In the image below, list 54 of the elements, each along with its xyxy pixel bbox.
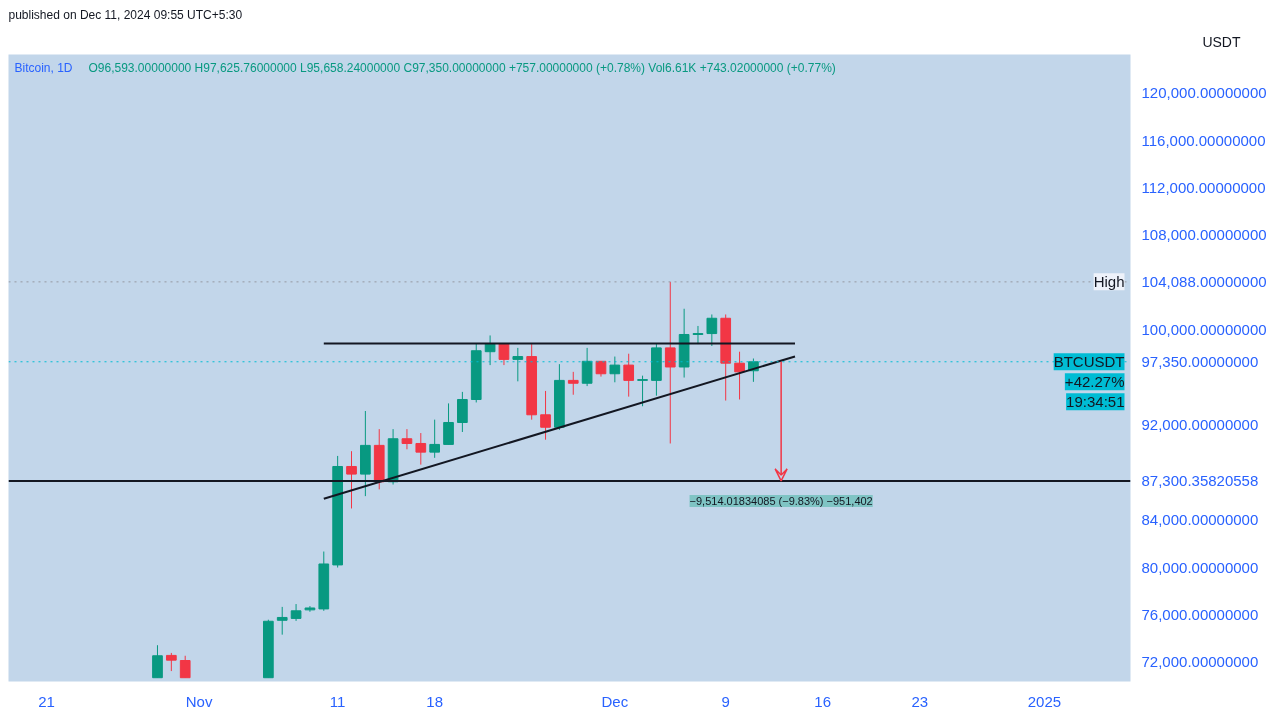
x-tick-label: 16 (814, 692, 832, 710)
y-tick-label: 92,000.00000000 (1141, 416, 1259, 434)
x-tick-label: 21 (38, 692, 55, 710)
y-tick-label: 100,000.00000000 (1141, 321, 1267, 339)
y-tick-label: 80,000.00000000 (1141, 558, 1259, 576)
candlestick (429, 419, 441, 459)
candlestick (623, 353, 635, 398)
annotation: −9,514.01834085 (−9.83%) −951,402 (689, 494, 873, 507)
candlestick (179, 655, 191, 679)
x-tick-label: 2025 (1027, 692, 1062, 710)
x-tick-label: 23 (911, 692, 929, 710)
candlestick (443, 402, 454, 445)
ref-line-label: High (1093, 273, 1125, 291)
x-tick-label: 9 (721, 692, 730, 710)
y-tick-label: 87,300.35820558 (1141, 471, 1259, 489)
candlestick (290, 603, 302, 622)
y-tick-label: 104,088.00000000 (1141, 272, 1267, 290)
candlestick (498, 343, 510, 366)
y-tick-label: 116,000.00000000 (1141, 131, 1266, 149)
x-tick-label: Nov (185, 692, 213, 710)
y-tick-label: 97,350.00000000 (1141, 352, 1259, 370)
annotation: +42.27% (1064, 373, 1125, 391)
y-tick-label: 108,000.00000000 (1141, 226, 1267, 244)
x-tick-label: 18 (426, 692, 444, 710)
candlestick (152, 644, 163, 679)
y-tick-label: 72,000.00000000 (1141, 653, 1259, 671)
candlestick (457, 391, 468, 433)
y-tick-label: 120,000.00000000 (1141, 84, 1267, 102)
candlestick (609, 356, 621, 383)
candlestick (415, 432, 427, 466)
candlestick (540, 390, 551, 441)
y-tick-label: 84,000.00000000 (1141, 511, 1259, 529)
candlestick (567, 371, 579, 396)
ref-line-label: BTCUSDT (1053, 353, 1125, 371)
candlestick (401, 428, 413, 450)
candlestick (346, 450, 357, 509)
candlestick (706, 313, 718, 347)
text: Bitcoin, 1D (14, 60, 73, 75)
candlestick (734, 351, 745, 400)
text: O96,593.00000000 H97,625.76000000 L95,658.24000000 C97,350.00000000 +757.00000000 (+0.78%) Vol6.61K +743.02000000 (+0.77%) (88, 60, 836, 75)
candlestick (637, 375, 648, 407)
candlestick (484, 334, 496, 366)
candlestick (664, 281, 676, 444)
annotation: 19:34:51 (1066, 393, 1125, 411)
y-axis-title: USDT (1202, 33, 1241, 50)
candlestick (276, 606, 288, 636)
candlestick (165, 652, 177, 672)
x-tick-label: 11 (329, 692, 346, 710)
y-tick-label: 76,000.00000000 (1141, 605, 1259, 623)
candlestick (581, 347, 593, 387)
text: published on Dec 11, 2024 09:55 UTC+5:30 (8, 7, 243, 22)
y-tick-label: 112,000.00000000 (1141, 179, 1266, 197)
x-tick-label: Dec (601, 692, 629, 710)
candlestick (512, 347, 524, 382)
